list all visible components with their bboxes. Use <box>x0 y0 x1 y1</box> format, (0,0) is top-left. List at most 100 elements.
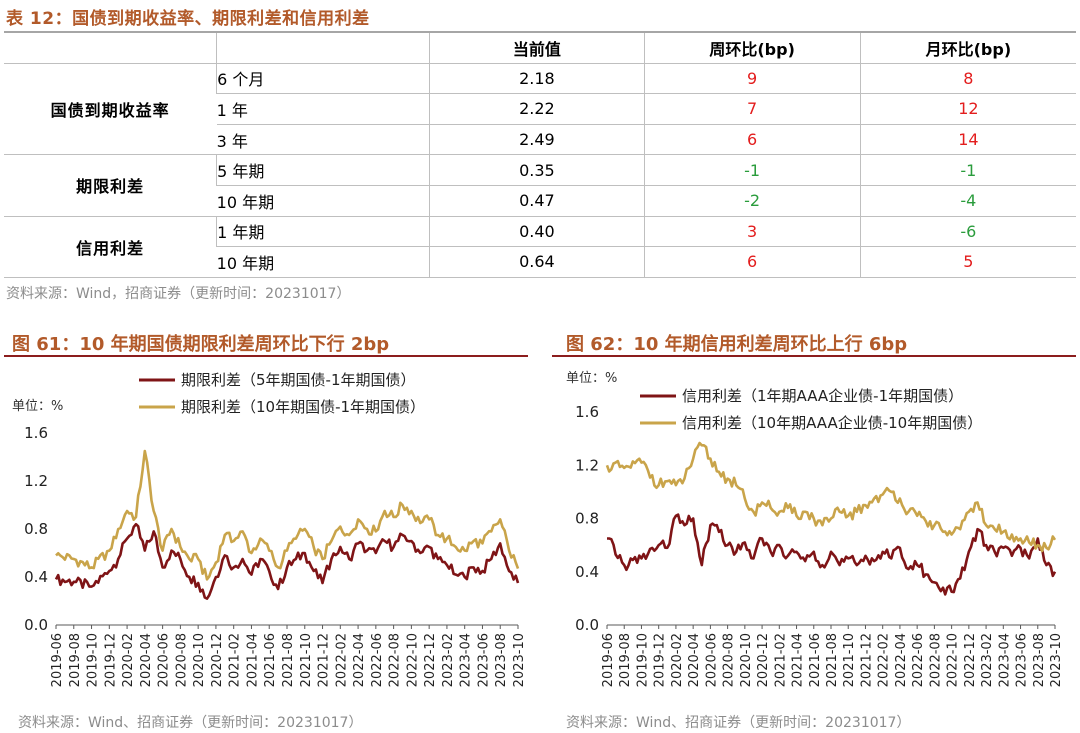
wow-cell: 7 <box>643 93 861 125</box>
legend-label: 信用利差（10年期AAA企业债-10年期国债） <box>682 414 982 432</box>
x-tick-label: 2020-02 <box>670 633 685 687</box>
x-tick-label: 2023-02 <box>441 633 456 687</box>
table-row: 1 年 2.22 7 12 <box>4 93 1076 125</box>
x-tick-label: 2021-08 <box>281 633 296 687</box>
series-line-2 <box>605 441 1057 553</box>
series-line-2 <box>55 449 520 581</box>
x-tick-label: 2019-08 <box>68 633 83 687</box>
series-line-1 <box>607 513 1057 596</box>
table-header-wow: 周环比(bp) <box>643 33 861 64</box>
figure-61-rule <box>4 355 528 357</box>
figure-61-title: 图 61：10 年期国债期限利差周环比下行 2bp <box>12 334 390 355</box>
x-tick-label: 2023-10 <box>512 633 527 687</box>
x-tick-label: 2022-10 <box>946 633 961 687</box>
y-tick-label: 0.0 <box>24 616 48 634</box>
x-tick-label: 2020-08 <box>722 633 737 687</box>
term-cell: 10 年期 <box>216 185 430 217</box>
value-cell: 0.64 <box>429 246 645 278</box>
x-tick-label: 2022-06 <box>911 633 926 687</box>
figure-61-chart: 单位：% 0.0 0.4 0.8 1.2 1.6 2019-06 2019-08 2019-10… <box>12 371 527 687</box>
table-row: 信用利差 1 年期 0.40 3 -6 <box>4 216 1076 278</box>
x-tick-label: 2021-04 <box>791 633 806 687</box>
x-tick-label: 2019-10 <box>635 633 650 687</box>
wow-cell: 6 <box>643 246 861 278</box>
x-tick-label: 2023-08 <box>494 633 509 687</box>
term-cell: 1 年期 <box>216 216 430 248</box>
y-tick-label: 0.0 <box>575 616 599 634</box>
value-cell: 2.18 <box>429 63 645 95</box>
x-tick-label: 2020-06 <box>157 633 172 687</box>
x-tick-label: 2022-10 <box>405 633 420 687</box>
x-tick-label: 2019-10 <box>86 633 101 687</box>
wow-cell: -1 <box>643 154 861 186</box>
x-tick-label: 2019-12 <box>103 633 118 687</box>
mom-cell: -4 <box>859 185 1076 217</box>
group-label: 信用利差 <box>4 216 217 278</box>
x-tick-label: 2023-06 <box>1015 633 1030 687</box>
figure-61-source: 资料来源：Wind、招商证券（更新时间：20231017） <box>18 715 363 731</box>
term-cell: 6 个月 <box>216 63 430 95</box>
x-tick-label: 2023-08 <box>1032 633 1047 687</box>
y-tick-label: 0.8 <box>575 510 599 528</box>
x-tick-label: 2021-02 <box>773 633 788 687</box>
table-source: 资料来源：Wind，招商证券（更新时间：20231017） <box>6 286 351 302</box>
table-header-mom: 月环比(bp) <box>859 33 1076 64</box>
x-tick-label: 2022-02 <box>877 633 892 687</box>
x-tick-label: 2022-12 <box>423 633 438 687</box>
x-tick-label: 2020-02 <box>121 633 136 687</box>
x-tick-label: 2019-12 <box>653 633 668 687</box>
x-tick-label: 2021-12 <box>859 633 874 687</box>
figure-62-chart: 单位：% 0.0 0.4 0.8 1.2 1.6 2019-06 2019-08 2019-10… <box>566 371 1064 687</box>
y-tick-label: 1.6 <box>24 424 48 442</box>
x-tick-label: 2022-02 <box>334 633 349 687</box>
x-tick-label: 2020-12 <box>210 633 225 687</box>
mom-cell: 5 <box>859 246 1076 278</box>
figure-62-source: 资料来源：Wind、招商证券（更新时间：20231017） <box>566 715 911 731</box>
table-row: 国债到期收益率 6 个月 2.18 9 8 <box>4 63 1076 156</box>
x-tick-label: 2022-08 <box>388 633 403 687</box>
series-line-1 <box>54 522 520 600</box>
value-cell: 2.49 <box>429 124 645 156</box>
x-tick-label: 2020-04 <box>687 633 702 687</box>
x-tick-label: 2022-08 <box>928 633 943 687</box>
x-tick-label: 2023-10 <box>1049 633 1064 687</box>
mom-cell: 12 <box>859 93 1076 125</box>
x-tick-label: 2022-06 <box>370 633 385 687</box>
x-tick-label: 2021-10 <box>299 633 314 687</box>
legend-label: 期限利差（10年期国债-1年期国债） <box>181 398 425 416</box>
x-tick-label: 2021-08 <box>825 633 840 687</box>
x-tick-label: 2019-08 <box>618 633 633 687</box>
mom-cell: -6 <box>859 216 1076 248</box>
x-tick-label: 2023-04 <box>997 633 1012 687</box>
x-tick-label: 2020-08 <box>174 633 189 687</box>
term-cell: 10 年期 <box>216 246 430 278</box>
legend-label: 信用利差（1年期AAA企业债-1年期国债） <box>682 387 963 405</box>
value-cell: 0.35 <box>429 154 645 186</box>
mom-cell: 8 <box>859 63 1076 95</box>
x-tick-label: 2019-06 <box>50 633 65 687</box>
y-tick-label: 0.4 <box>575 563 599 581</box>
value-cell: 0.40 <box>429 216 645 248</box>
wow-cell: 6 <box>643 124 861 156</box>
value-cell: 2.22 <box>429 93 645 125</box>
x-tick-label: 2022-12 <box>963 633 978 687</box>
group-label: 国债到期收益率 <box>4 63 217 156</box>
x-tick-label: 2021-12 <box>317 633 332 687</box>
table-top-rule <box>4 31 1076 33</box>
x-tick-label: 2020-10 <box>739 633 754 687</box>
y-tick-label: 1.2 <box>24 472 48 490</box>
legend-label: 期限利差（5年期国债-1年期国债） <box>181 371 416 389</box>
value-cell: 0.47 <box>429 185 645 217</box>
x-tick-label: 2023-04 <box>459 633 474 687</box>
x-tick-label: 2021-06 <box>263 633 278 687</box>
x-tick-label: 2021-10 <box>842 633 857 687</box>
x-tick-label: 2022-04 <box>352 633 367 687</box>
figure-62-title: 图 62：10 年期信用利差周环比上行 6bp <box>566 334 908 355</box>
table-row: 10 年期 0.47 -2 -4 <box>4 185 1076 217</box>
x-tick-label: 2019-06 <box>601 633 616 687</box>
term-cell: 5 年期 <box>216 154 430 186</box>
x-tick-label: 2022-04 <box>894 633 909 687</box>
table-header-current: 当前值 <box>429 33 645 64</box>
table-header-cell <box>4 33 217 64</box>
mom-cell: 14 <box>859 124 1076 156</box>
